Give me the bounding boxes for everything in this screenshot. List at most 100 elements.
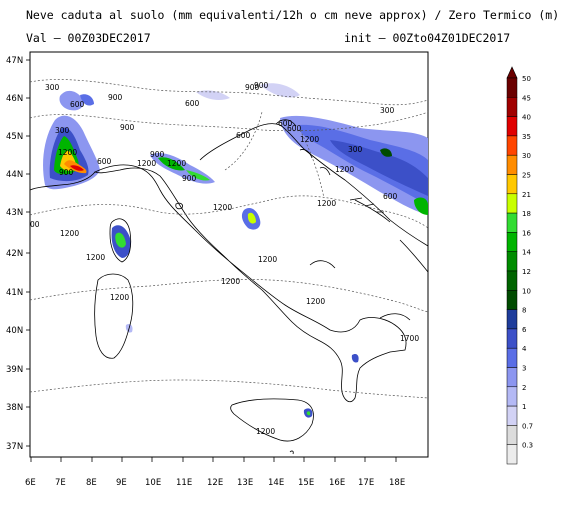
lat-ticks [26, 59, 30, 447]
contour-label: 900 [59, 168, 74, 177]
legend-swatch [506, 212, 518, 233]
legend-label: 30 [522, 152, 531, 160]
legend-label: 12 [522, 268, 531, 276]
legend-swatch [506, 425, 518, 445]
contour-label: 900 [120, 123, 135, 132]
lat-label: 46N [6, 94, 23, 104]
lon-label: 16E [329, 478, 345, 488]
lon-label: 8E [86, 478, 97, 488]
legend-label: 10 [522, 287, 531, 295]
lon-label: 15E [298, 478, 314, 488]
contour-label: 00 [30, 220, 40, 229]
legend-swatch [506, 347, 518, 368]
lon-ticks [30, 457, 397, 462]
contour-label: 600 [287, 124, 302, 133]
contour-label: 1200 [58, 148, 77, 157]
legend-label: 21 [522, 191, 531, 199]
legend-swatch [506, 232, 518, 252]
lon-label: 7E [55, 478, 66, 488]
valid-time: Val — 00Z03DEC2017 [26, 31, 151, 45]
coastlines [30, 119, 428, 455]
contour-label: 600 [185, 99, 200, 108]
contour-labels: 300 600 900 900 600 300 900 600 1200 600… [30, 81, 419, 475]
contour-label: 300 [45, 83, 60, 92]
lat-label: 42N [6, 249, 23, 259]
lat-label: 44N [6, 170, 23, 180]
lat-label: 37N [6, 442, 23, 452]
legend-swatch [506, 174, 518, 195]
contour-label: 1200 [300, 135, 319, 144]
contour-label: 1200 [167, 159, 186, 168]
lat-label: 39N [6, 365, 23, 375]
legend-label: 2 [522, 384, 526, 392]
legend-label: 50 [522, 75, 531, 83]
legend-label: 16 [522, 229, 531, 237]
contour-label: 1200 [256, 427, 275, 436]
contour-label: 600 [236, 131, 251, 140]
lon-label: 11E [176, 478, 192, 488]
lon-label: 9E [116, 478, 127, 488]
contour-label: 1200 [60, 229, 79, 238]
contour-label: 1200 [221, 277, 240, 286]
lat-label: 47N [6, 56, 23, 66]
contour-label: 600 [97, 157, 112, 166]
contour-label: 900 [254, 81, 269, 90]
contour-label: 900 [150, 150, 165, 159]
legend-label: 1 [522, 403, 526, 411]
legend-label: 14 [522, 249, 531, 257]
contour-label: 900 [245, 83, 260, 92]
legend-swatch [506, 444, 518, 465]
contour-label: 600 [383, 192, 398, 201]
legend-swatch [506, 405, 518, 426]
legend-label: 4 [522, 345, 527, 353]
legend-swatch [506, 386, 518, 407]
contour-label: 1200 [335, 165, 354, 174]
legend-swatch [506, 251, 518, 272]
legend-swatch [506, 328, 518, 349]
contour-label: 1200 [86, 253, 105, 262]
legend-swatch [506, 116, 518, 137]
contour-label: 1200 [137, 159, 156, 168]
contour-label: 1200 [213, 203, 232, 212]
longitude-labels: 6E 7E 8E 9E 10E 11E 12E 13E 14E 15E 16E … [25, 478, 405, 488]
contour-label: 600 [70, 100, 85, 109]
init-time: init — 00Zto04Z01DEC2017 [344, 31, 511, 45]
legend-swatch [506, 367, 518, 388]
contour-label: 1200 [138, 466, 157, 475]
map-title: Neve caduta al suolo (mm equivalenti/12h… [26, 8, 560, 22]
lon-label: 6E [25, 478, 36, 488]
legend-label: 18 [522, 210, 531, 218]
legend-swatch [506, 97, 518, 117]
legend-swatch [506, 135, 518, 156]
lon-label: 13E [237, 478, 253, 488]
contour-label: 300 [348, 145, 363, 154]
contour-label: 1200 [306, 297, 325, 306]
contour-label: 600 [278, 119, 293, 128]
contour-label: 1200 [110, 293, 129, 302]
contour-label: 300 [55, 126, 70, 135]
latitude-labels: 47N 46N 45N 44N 43N 42N 41N 40N 39N 38N … [6, 56, 23, 452]
legend-label: 45 [522, 94, 531, 102]
legend-label: 40 [522, 114, 531, 122]
legend-swatch [506, 77, 518, 98]
lat-label: 43N [6, 208, 23, 218]
legend-label: 0.7 [522, 422, 533, 430]
lat-label: 45N [6, 132, 23, 142]
lon-label: 12E [207, 478, 223, 488]
lat-label: 38N [6, 403, 23, 413]
contour-label: 1200 [258, 255, 277, 264]
snowfall-shading [43, 83, 428, 418]
legend-label: 3 [522, 365, 526, 373]
lon-label: 10E [145, 478, 161, 488]
contour-label: 300 [380, 106, 395, 115]
legend-swatch [506, 154, 518, 175]
lon-label: 17E [358, 478, 374, 488]
lat-label: 40N [6, 326, 23, 336]
freezing-level-contours [30, 79, 428, 399]
legend-swatch [506, 270, 518, 291]
lon-label: 14E [268, 478, 284, 488]
contour-label: 900 [182, 174, 197, 183]
lat-label: 41N [6, 288, 23, 298]
